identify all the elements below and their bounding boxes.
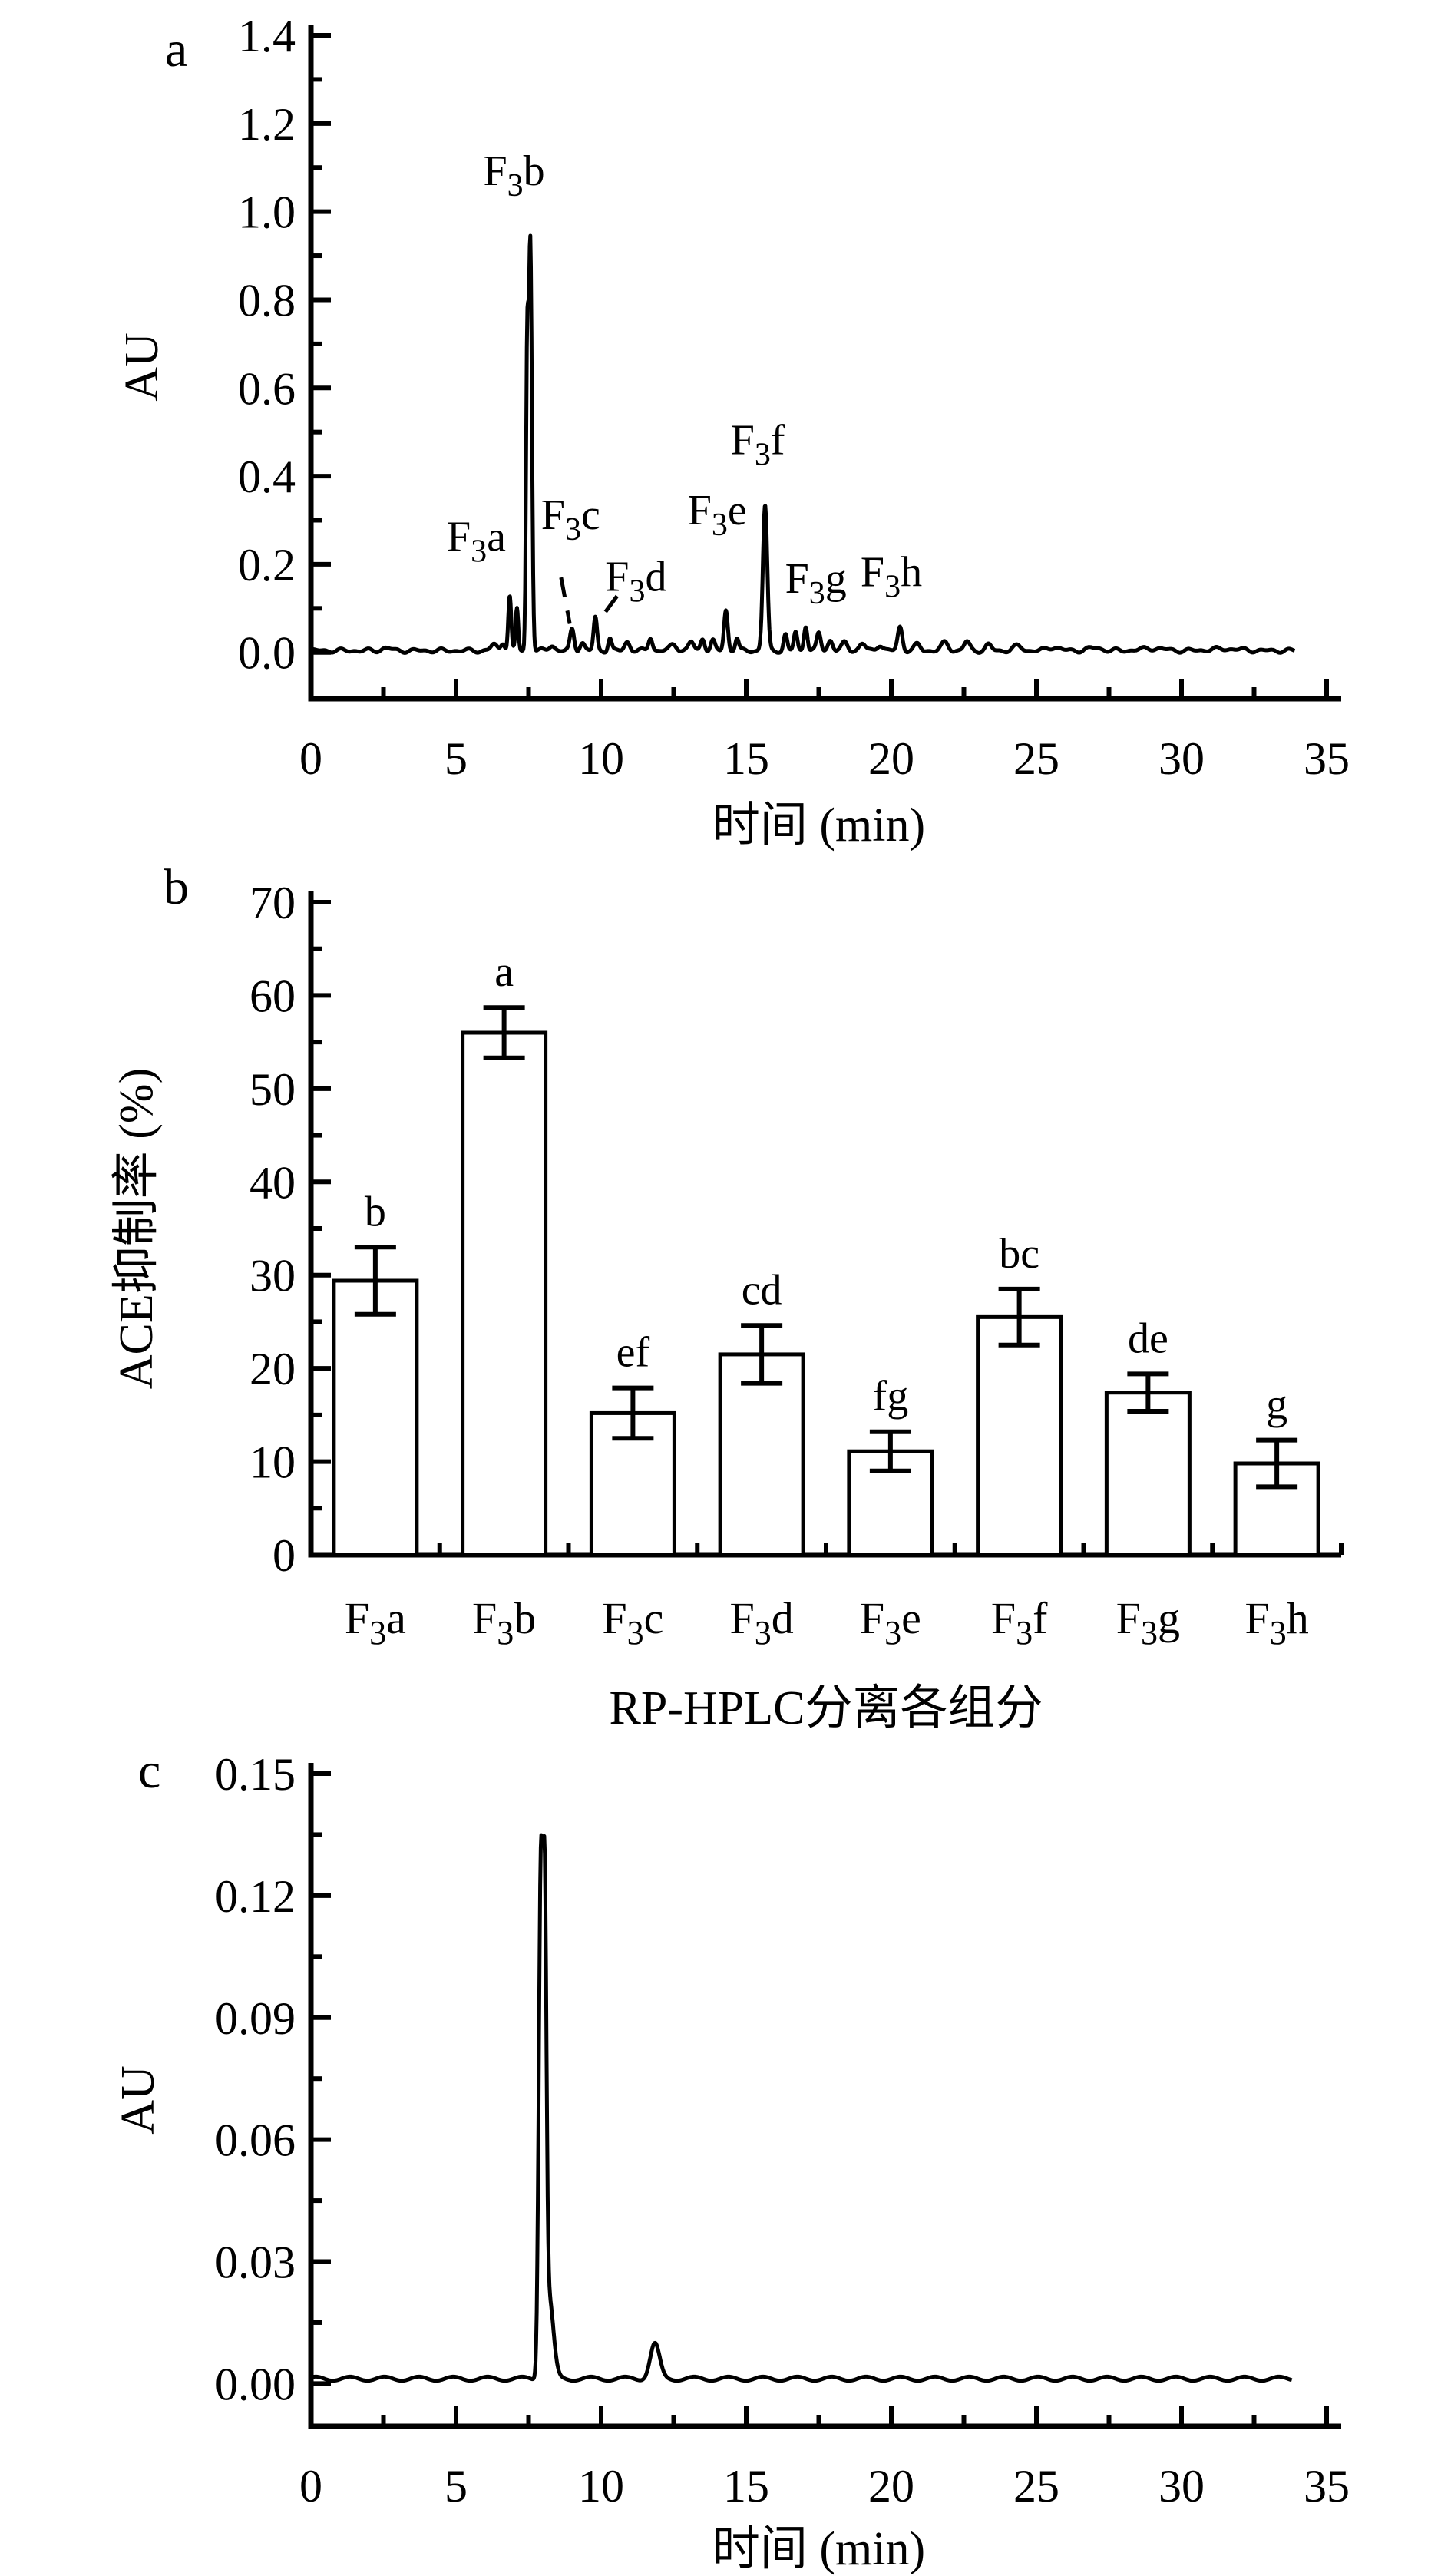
y-tick-label: 30 xyxy=(250,1251,296,1301)
peak-label: F3b xyxy=(484,147,545,203)
x-tick-label: 35 xyxy=(1304,733,1350,784)
y-tick-label: 0.6 xyxy=(238,363,296,414)
x-tick-label: 30 xyxy=(1158,2461,1205,2512)
y-tick-label: 1.4 xyxy=(238,11,296,61)
y-tick-label: 0.00 xyxy=(215,2359,296,2409)
x-axis-title: 时间 (min) xyxy=(712,2523,925,2575)
peak-leader-line xyxy=(559,577,572,624)
category-label: F3e xyxy=(860,1593,921,1652)
bar-F3b xyxy=(461,1030,548,1557)
y-tick-label: 60 xyxy=(250,971,296,1021)
category-label: F3a xyxy=(345,1593,406,1652)
significance-letter: bc xyxy=(999,1230,1039,1278)
category-label: F3f xyxy=(991,1593,1048,1652)
category-label: F3b xyxy=(472,1593,536,1652)
significance-letter: cd xyxy=(742,1266,782,1314)
x-tick-label: 0 xyxy=(299,2461,322,2512)
bar-F3g xyxy=(1104,1391,1192,1557)
y-tick-label: 0.06 xyxy=(215,2115,296,2166)
x-tick-label: 35 xyxy=(1304,2461,1350,2512)
category-label: F3g xyxy=(1116,1593,1180,1652)
y-tick-label: 0.0 xyxy=(238,628,296,679)
x-tick-label: 20 xyxy=(868,733,914,784)
significance-letter: b xyxy=(365,1188,386,1235)
panel-c-chart: 0.00 0.03 0.06 0.09 0.12 0.15 0 5 10 15 20 25 30 35 c 时… xyxy=(112,1743,1350,2575)
category-label: F3d xyxy=(729,1593,793,1652)
x-tick-label: 5 xyxy=(445,733,468,784)
panel-label: c xyxy=(138,1743,160,1799)
x-tick-label: 10 xyxy=(578,733,624,784)
category-label: F3c xyxy=(602,1593,663,1652)
significance-letter: g xyxy=(1266,1381,1287,1429)
panel-c: 0.00 0.03 0.06 0.09 0.12 0.15 0 5 10 15 20 25 30 35 c 时… xyxy=(0,1743,1451,2576)
bar-F3d xyxy=(718,1352,805,1557)
y-tick-label: 1.0 xyxy=(238,187,296,238)
x-axis-title: RP-HPLC分离各组分 xyxy=(610,1682,1043,1734)
x-axis-title: 时间 (min) xyxy=(712,799,925,852)
y-axis-title: AU xyxy=(116,332,168,402)
peak-label: F3e xyxy=(688,487,747,543)
significance-letter: de xyxy=(1128,1314,1168,1362)
significance-letter: ef xyxy=(616,1329,650,1377)
peak-label: F3f xyxy=(731,416,785,472)
y-tick-label: 0.03 xyxy=(215,2237,296,2288)
y-tick-label: 0.2 xyxy=(238,540,296,590)
chromatogram-trace xyxy=(309,1833,1294,2383)
y-axis-title: AU xyxy=(112,2065,164,2135)
panel-a-chart: 0.0 0.2 0.4 0.6 0.8 1.0 1.2 1.4 0 5 10 15 20 25 30 35 F3… xyxy=(116,11,1350,852)
x-tick-label: 20 xyxy=(868,2461,914,2512)
y-tick-label: 20 xyxy=(250,1344,296,1394)
y-tick-label: 10 xyxy=(250,1437,296,1488)
panel-a: 0.0 0.2 0.4 0.6 0.8 1.0 1.2 1.4 0 5 10 15 20 25 30 35 F3… xyxy=(0,0,1451,856)
significance-letter: a xyxy=(494,948,514,996)
x-tick-label: 25 xyxy=(1013,733,1059,784)
y-tick-label: 40 xyxy=(250,1157,296,1208)
panel-label: b xyxy=(164,859,189,915)
y-tick-label: 70 xyxy=(250,878,296,928)
chromatogram-trace xyxy=(309,233,1297,655)
y-tick-label: 50 xyxy=(250,1064,296,1115)
panel-b: 0 10 20 30 40 50 60 70 b F3a a F3b ef F3c cd F3d fg F3e bc… xyxy=(0,856,1451,1743)
x-tick-label: 10 xyxy=(578,2461,624,2512)
significance-letter: fg xyxy=(873,1373,909,1420)
peak-label: F3h xyxy=(861,549,922,605)
x-tick-label: 15 xyxy=(723,2461,769,2512)
y-tick-label: 0.09 xyxy=(215,1993,296,2044)
peak-leader-line xyxy=(603,594,619,613)
peak-label: F3c xyxy=(541,491,600,547)
peak-label: F3g xyxy=(785,555,847,611)
bar-F3a xyxy=(332,1278,419,1557)
y-tick-label: 1.2 xyxy=(238,99,296,150)
category-label: F3h xyxy=(1244,1593,1308,1652)
y-tick-label: 0.12 xyxy=(215,1871,296,1922)
panel-b-chart: 0 10 20 30 40 50 60 70 b F3a a F3b ef F3c cd F3d fg F3e bc… xyxy=(111,859,1344,1734)
peak-label: F3d xyxy=(605,553,666,609)
y-tick-label: 0.4 xyxy=(238,451,296,502)
x-tick-label: 25 xyxy=(1013,2461,1059,2512)
y-tick-label: 0 xyxy=(273,1530,296,1581)
bar-F3f xyxy=(976,1314,1063,1557)
x-tick-label: 30 xyxy=(1158,733,1205,784)
panel-label: a xyxy=(165,21,187,78)
x-tick-label: 0 xyxy=(299,733,322,784)
x-tick-label: 15 xyxy=(723,733,769,784)
peak-label: F3a xyxy=(447,514,506,570)
y-tick-label: 0.8 xyxy=(238,275,296,326)
x-tick-label: 5 xyxy=(445,2461,468,2512)
y-tick-label: 0.15 xyxy=(215,1749,296,1800)
y-axis-title: ACE抑制率 (%) xyxy=(111,1068,163,1389)
